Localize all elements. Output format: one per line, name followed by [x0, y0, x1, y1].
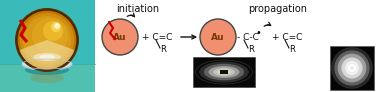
- Circle shape: [331, 47, 373, 89]
- Ellipse shape: [30, 73, 64, 83]
- Text: R: R: [289, 46, 295, 54]
- Bar: [0, 64, 95, 92]
- Circle shape: [17, 10, 77, 70]
- Circle shape: [15, 8, 79, 72]
- FancyArrowPatch shape: [264, 22, 271, 26]
- Ellipse shape: [25, 65, 69, 75]
- Circle shape: [348, 64, 356, 72]
- Text: initiation: initiation: [116, 4, 160, 14]
- Ellipse shape: [218, 69, 230, 75]
- Ellipse shape: [221, 70, 227, 74]
- Circle shape: [335, 50, 370, 86]
- Text: R: R: [248, 46, 254, 54]
- Text: Au: Au: [211, 32, 225, 41]
- Circle shape: [200, 19, 236, 55]
- Text: R: R: [160, 46, 166, 54]
- Circle shape: [32, 18, 68, 54]
- Text: •: •: [255, 28, 261, 38]
- Circle shape: [23, 16, 71, 64]
- Circle shape: [56, 23, 59, 26]
- Circle shape: [338, 54, 366, 82]
- Circle shape: [18, 11, 76, 69]
- Circle shape: [345, 61, 359, 75]
- Circle shape: [54, 23, 60, 29]
- Ellipse shape: [22, 58, 72, 70]
- Text: + C=C: + C=C: [142, 32, 172, 41]
- Ellipse shape: [213, 68, 235, 76]
- Text: propagation: propagation: [248, 4, 307, 14]
- Circle shape: [350, 66, 354, 70]
- FancyBboxPatch shape: [330, 46, 374, 90]
- Ellipse shape: [33, 53, 61, 61]
- Circle shape: [341, 57, 363, 79]
- Text: + C=C: + C=C: [272, 32, 302, 41]
- Circle shape: [20, 13, 74, 67]
- Wedge shape: [19, 40, 75, 70]
- Ellipse shape: [204, 64, 244, 80]
- Ellipse shape: [209, 66, 240, 78]
- FancyArrowPatch shape: [127, 13, 135, 17]
- Circle shape: [43, 21, 63, 41]
- Circle shape: [102, 19, 138, 55]
- Bar: [0, 0, 95, 92]
- Ellipse shape: [39, 54, 55, 60]
- FancyBboxPatch shape: [193, 57, 255, 87]
- Text: Au: Au: [113, 32, 127, 41]
- Text: - C-C: - C-C: [237, 32, 259, 41]
- Circle shape: [51, 22, 61, 32]
- Ellipse shape: [199, 61, 249, 83]
